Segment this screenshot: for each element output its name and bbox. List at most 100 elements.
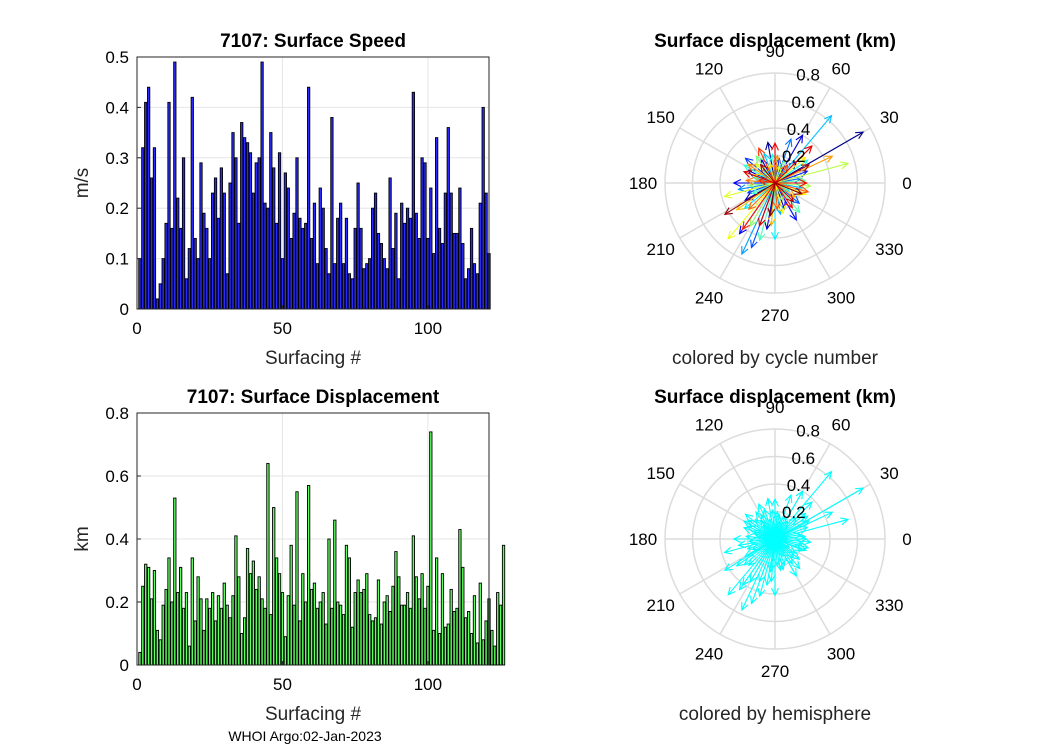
bar <box>411 91 415 310</box>
bar <box>330 607 334 666</box>
axes-frame <box>136 56 490 310</box>
bar <box>400 202 404 310</box>
y-tick-label: 0.2 <box>105 593 129 612</box>
bar <box>443 192 447 310</box>
bar <box>196 576 200 666</box>
angle-label: 180 <box>629 530 657 549</box>
displacement-arrow <box>772 538 781 567</box>
bar <box>327 273 331 310</box>
bar <box>336 601 340 666</box>
displacement-arrow <box>774 163 789 184</box>
bar <box>359 592 363 666</box>
bar <box>478 202 482 310</box>
bar <box>484 192 488 310</box>
bar <box>301 227 305 310</box>
bar <box>283 636 287 666</box>
bar <box>391 248 395 310</box>
bar <box>231 132 235 310</box>
displacement-arrow <box>774 538 801 570</box>
bar <box>324 623 328 666</box>
bar <box>167 557 171 666</box>
bar <box>467 268 471 310</box>
bar <box>411 535 415 666</box>
displacement-arrow <box>774 182 803 195</box>
bar <box>339 604 343 666</box>
bar <box>286 595 290 666</box>
bar <box>432 253 436 310</box>
bar <box>472 263 477 310</box>
displacement-arrow <box>771 183 779 241</box>
displacement-arrow <box>774 114 833 184</box>
angle-label: 150 <box>646 464 674 483</box>
bar <box>344 544 349 666</box>
displacement-arrow <box>732 179 775 187</box>
bar <box>277 152 282 310</box>
bar <box>394 212 398 310</box>
polar-labels: 0 30 60 90 120 150 180 210 240 270 300 330 0.2 0.4 0.6… <box>629 398 912 681</box>
displacement-arrow <box>723 538 776 555</box>
bar <box>397 576 401 666</box>
bar <box>321 207 325 310</box>
displacement-arrow <box>774 182 795 203</box>
displacement-arrow <box>774 538 810 550</box>
angle-label: 180 <box>629 174 657 193</box>
tick-labels: 0 0.2 0.4 0.6 0.8 0 50 100 <box>105 404 442 694</box>
x-tick-label: 50 <box>273 675 292 694</box>
bar <box>155 298 159 310</box>
x-tick-label: 100 <box>414 319 442 338</box>
bar <box>365 263 369 310</box>
bar <box>213 177 218 310</box>
bar <box>254 162 258 310</box>
bar <box>199 598 203 666</box>
bar <box>382 601 386 666</box>
bar <box>179 566 183 666</box>
x-tick-label: 0 <box>132 319 141 338</box>
bar <box>353 227 357 310</box>
bar <box>260 598 264 666</box>
bar <box>216 217 221 310</box>
bar <box>269 132 273 310</box>
bar <box>275 557 279 666</box>
bar <box>216 595 221 666</box>
bar <box>327 538 331 666</box>
displacement-arrow <box>747 182 776 211</box>
chart-title: Surface displacement (km) <box>654 31 896 52</box>
bar <box>437 227 442 310</box>
angle-label: 240 <box>695 644 723 663</box>
bar <box>461 566 465 666</box>
bar <box>408 607 413 666</box>
bar <box>379 623 383 666</box>
bar <box>155 629 159 666</box>
bar <box>164 588 168 666</box>
displacement-arrow <box>759 519 776 540</box>
bar <box>277 573 282 666</box>
displacement-arrow <box>774 131 865 184</box>
bar <box>417 598 421 666</box>
displacement-arrow <box>757 538 776 598</box>
bar <box>184 278 189 310</box>
bar <box>458 529 462 666</box>
bar <box>295 157 299 310</box>
bar <box>295 491 299 666</box>
bar <box>243 617 247 666</box>
bar <box>147 86 151 310</box>
bar <box>446 127 450 310</box>
bar <box>228 182 232 310</box>
bar <box>158 283 162 310</box>
bar <box>350 626 354 666</box>
displacement-arrow <box>771 539 779 597</box>
bar <box>205 598 209 666</box>
bar <box>152 147 157 310</box>
bar <box>257 157 261 310</box>
angle-label: 120 <box>695 60 723 79</box>
bar <box>333 263 337 310</box>
displacement-arrow <box>771 497 779 539</box>
bar <box>452 232 456 310</box>
bar <box>315 607 319 666</box>
bar <box>222 192 226 310</box>
bar <box>341 263 346 310</box>
bar <box>240 633 244 666</box>
bar <box>437 633 442 666</box>
bar <box>152 570 157 666</box>
bar <box>173 61 177 310</box>
